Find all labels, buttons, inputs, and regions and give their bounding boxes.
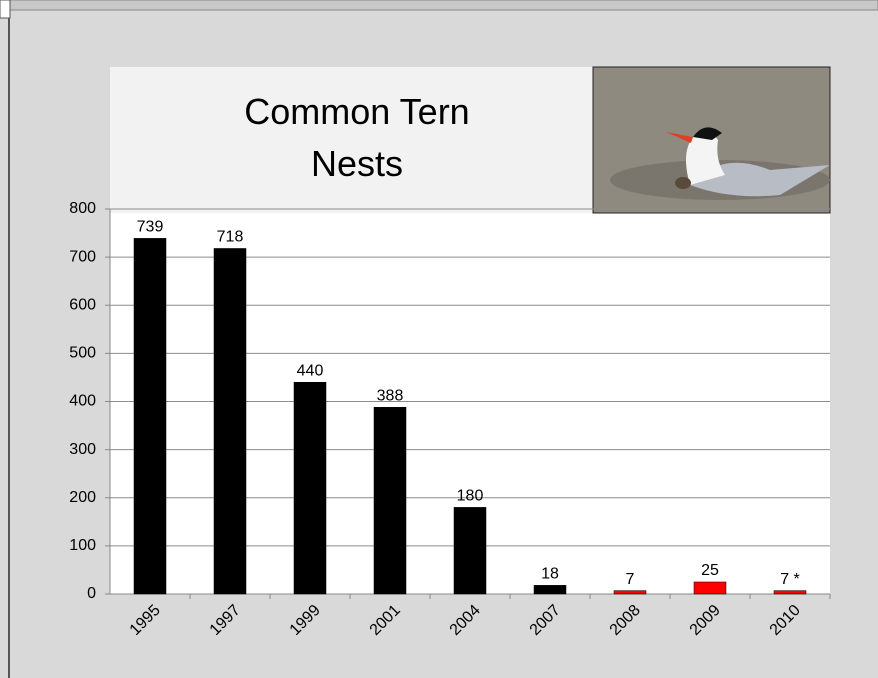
bar xyxy=(533,585,567,595)
data-label: 388 xyxy=(377,387,404,404)
data-label: 440 xyxy=(297,362,324,379)
bar xyxy=(133,238,167,595)
data-label: 7 xyxy=(626,571,635,588)
y-tick-label: 800 xyxy=(69,200,96,217)
y-tick-label: 600 xyxy=(69,296,96,313)
y-tick-label: 400 xyxy=(69,393,96,410)
corner xyxy=(0,0,11,19)
y-tick-label: 500 xyxy=(69,345,96,362)
chart-title: Common Tern Nests xyxy=(244,91,470,184)
y-tick-label: 0 xyxy=(87,585,96,602)
title-box xyxy=(110,67,593,213)
bar xyxy=(693,581,727,595)
data-label: 25 xyxy=(701,562,719,579)
photo xyxy=(592,66,831,214)
data-label: 7 * xyxy=(780,571,800,588)
y-tick-label: 100 xyxy=(69,537,96,554)
bar xyxy=(293,382,327,595)
bar xyxy=(373,407,407,595)
data-label: 18 xyxy=(541,566,559,583)
y-tick-label: 700 xyxy=(69,248,96,265)
bar xyxy=(213,248,247,595)
top-band xyxy=(0,0,878,11)
bar xyxy=(773,590,807,595)
y-tick-label: 300 xyxy=(69,441,96,458)
y-tick-label: 200 xyxy=(69,489,96,506)
data-label: 718 xyxy=(217,229,244,246)
bar xyxy=(453,507,487,595)
bar xyxy=(613,590,647,595)
data-label: 180 xyxy=(457,488,484,505)
data-label: 739 xyxy=(137,219,164,236)
